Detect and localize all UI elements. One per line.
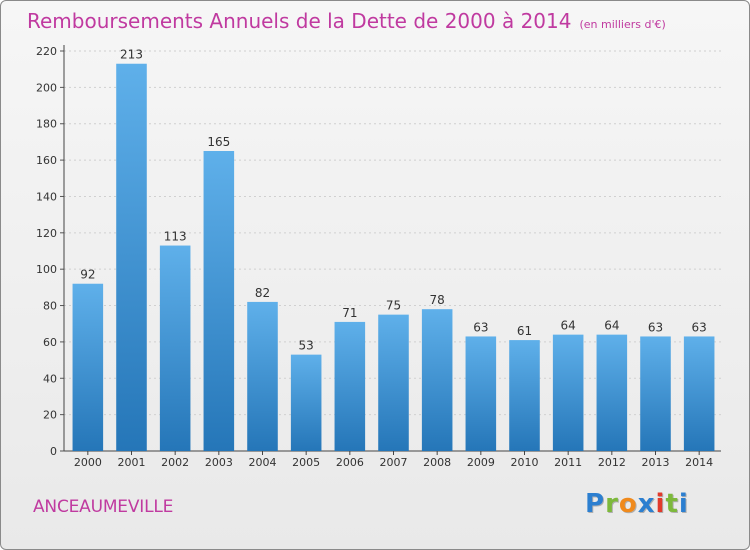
bar-2014 — [683, 336, 715, 451]
logo-letter: i — [678, 489, 689, 519]
bar-2008 — [421, 309, 453, 451]
y-tick-label: 200 — [36, 81, 57, 94]
y-tick-label: 180 — [36, 118, 57, 131]
x-tick-label-2004: 2004 — [249, 456, 277, 469]
bar-2003 — [203, 151, 235, 451]
bar-2004 — [247, 301, 278, 451]
logo-letter: i — [655, 489, 666, 519]
x-tick-label-2005: 2005 — [292, 456, 320, 469]
logo-letter: o — [618, 489, 638, 519]
chart-title: Remboursements Annuels de la Dette de 20… — [27, 9, 572, 33]
data-label-2006: 71 — [342, 306, 357, 320]
bars — [72, 63, 715, 452]
x-tick-label-2008: 2008 — [423, 456, 451, 469]
data-label-2007: 75 — [386, 299, 401, 313]
x-tick-label-2013: 2013 — [642, 456, 670, 469]
town-name: ANCEAUMEVILLE — [33, 497, 174, 517]
bar-2011 — [552, 334, 584, 451]
x-tick-label-2001: 2001 — [118, 456, 146, 469]
y-tick-label: 100 — [36, 263, 57, 276]
y-tick-label: 20 — [43, 409, 57, 422]
bar-2007 — [378, 314, 409, 451]
logo-letter: r — [605, 489, 619, 519]
y-tick-label: 160 — [36, 154, 57, 167]
bar-2006 — [334, 321, 366, 451]
axes: 0 20 40 60 80 100 120 140 160 180 200 220 2000 2001 20… — [36, 45, 721, 469]
bar-2005 — [290, 354, 322, 451]
x-tick-label-2006: 2006 — [336, 456, 364, 469]
y-tick-label: 80 — [43, 300, 57, 313]
bar-2012 — [596, 334, 628, 451]
data-label-2011: 64 — [561, 319, 576, 333]
x-tick-label-2014: 2014 — [685, 456, 713, 469]
x-tick-label-2011: 2011 — [554, 456, 582, 469]
bar-2000 — [72, 283, 104, 451]
x-tick-label-2003: 2003 — [205, 456, 233, 469]
x-tick-label-2009: 2009 — [467, 456, 495, 469]
logo-letter: t — [665, 489, 679, 519]
x-tick-label-2000: 2000 — [74, 456, 102, 469]
data-label-2010: 61 — [517, 324, 532, 338]
y-tick-label: 60 — [43, 336, 57, 349]
bar-2013 — [640, 336, 671, 451]
y-tick-label: 120 — [36, 227, 57, 240]
data-label-2004: 82 — [255, 286, 270, 300]
data-label-2009: 63 — [473, 320, 488, 334]
y-tick-label: 0 — [50, 445, 57, 458]
chart-title-block: Remboursements Annuels de la Dette de 20… — [27, 9, 666, 33]
bar-2010 — [509, 340, 540, 451]
y-tick-label: 140 — [36, 190, 57, 203]
data-label-2000: 92 — [80, 268, 95, 282]
x-tick-label-2002: 2002 — [161, 456, 189, 469]
x-tick-label-2012: 2012 — [598, 456, 626, 469]
proxiti-logo[interactable]: Proxiti — [585, 489, 689, 519]
logo-letter: P — [585, 489, 606, 519]
x-tick-label-2007: 2007 — [380, 456, 408, 469]
x-tick-label-2010: 2010 — [511, 456, 539, 469]
y-tick-label: 40 — [43, 372, 57, 385]
data-label-2014: 63 — [692, 320, 707, 334]
data-label-2012: 64 — [604, 319, 619, 333]
data-label-2002: 113 — [164, 230, 187, 244]
data-label-2008: 78 — [430, 293, 445, 307]
data-labels: 92 213 113 165 82 53 71 75 78 63 61 64 64 63 63 — [80, 48, 707, 353]
data-label-2001: 213 — [120, 48, 143, 62]
bar-2001 — [116, 63, 147, 452]
data-label-2003: 165 — [207, 135, 230, 149]
data-label-2005: 53 — [299, 339, 314, 353]
y-tick-label: 220 — [36, 45, 57, 58]
logo-letter: x — [637, 489, 656, 519]
data-label-2013: 63 — [648, 320, 663, 334]
chart-unit: (en milliers d'€) — [579, 18, 666, 31]
bar-2009 — [465, 336, 497, 451]
bar-2002 — [159, 245, 191, 451]
